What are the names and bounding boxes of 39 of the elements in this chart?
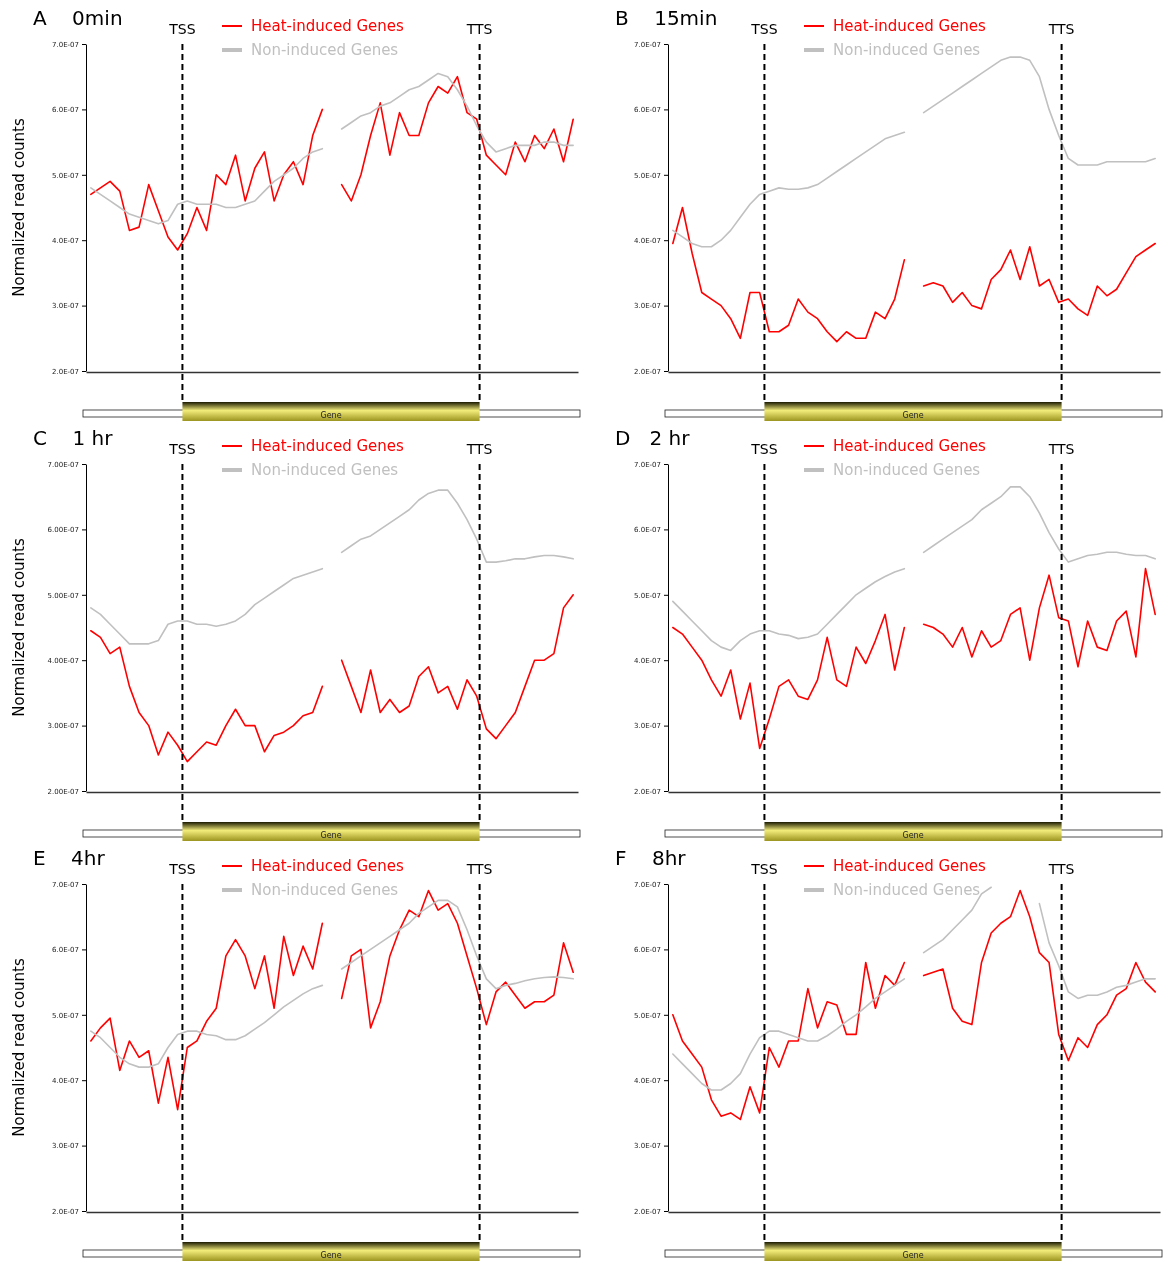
legend-label: Heat-induced Genes bbox=[251, 437, 405, 455]
chart-title: A 0min bbox=[33, 6, 123, 30]
legend-label: Non-induced Genes bbox=[251, 41, 399, 59]
text: TSS bbox=[168, 21, 196, 37]
chart-title: E 4hr bbox=[33, 846, 106, 870]
chart-title: F 8hr bbox=[615, 846, 687, 870]
text: Gene bbox=[320, 1250, 342, 1260]
chart-title: C 1 hr bbox=[33, 426, 114, 450]
legend-label: Heat-induced Genes bbox=[833, 437, 987, 455]
y-axis-title: Normalized read counts bbox=[10, 958, 28, 1137]
legend-label: Non-induced Genes bbox=[833, 41, 981, 59]
chart-title: D 2 hr bbox=[615, 426, 691, 450]
y-axis-title: Normalized read counts bbox=[10, 538, 28, 717]
legend-label: Heat-induced Genes bbox=[251, 17, 405, 35]
legend-label: Non-induced Genes bbox=[251, 881, 399, 899]
legend-label: Heat-induced Genes bbox=[251, 857, 405, 875]
y-axis-title: Normalized read counts bbox=[10, 118, 28, 297]
text: TTS bbox=[1047, 21, 1075, 37]
legend-label: Non-induced Genes bbox=[833, 461, 981, 479]
text: TSS bbox=[750, 21, 778, 37]
text: Gene bbox=[320, 830, 342, 840]
legend-label: Heat-induced Genes bbox=[833, 17, 987, 35]
text: Gene bbox=[902, 410, 924, 420]
text: TTS bbox=[465, 21, 493, 37]
text: TTS bbox=[465, 441, 493, 457]
legend-label: Heat-induced Genes bbox=[833, 857, 987, 875]
text: TTS bbox=[1047, 861, 1075, 877]
legend-label: Non-induced Genes bbox=[251, 461, 399, 479]
text: Gene bbox=[320, 410, 342, 420]
text: TSS bbox=[168, 441, 196, 457]
text: Gene bbox=[902, 830, 924, 840]
text: TSS bbox=[750, 441, 778, 457]
text: TTS bbox=[1047, 441, 1075, 457]
chart-title: B 15min bbox=[615, 6, 718, 30]
legend-label: Non-induced Genes bbox=[833, 881, 981, 899]
text: TTS bbox=[465, 861, 493, 877]
text: TSS bbox=[168, 861, 196, 877]
text: TSS bbox=[750, 861, 778, 877]
text: Gene bbox=[902, 1250, 924, 1260]
